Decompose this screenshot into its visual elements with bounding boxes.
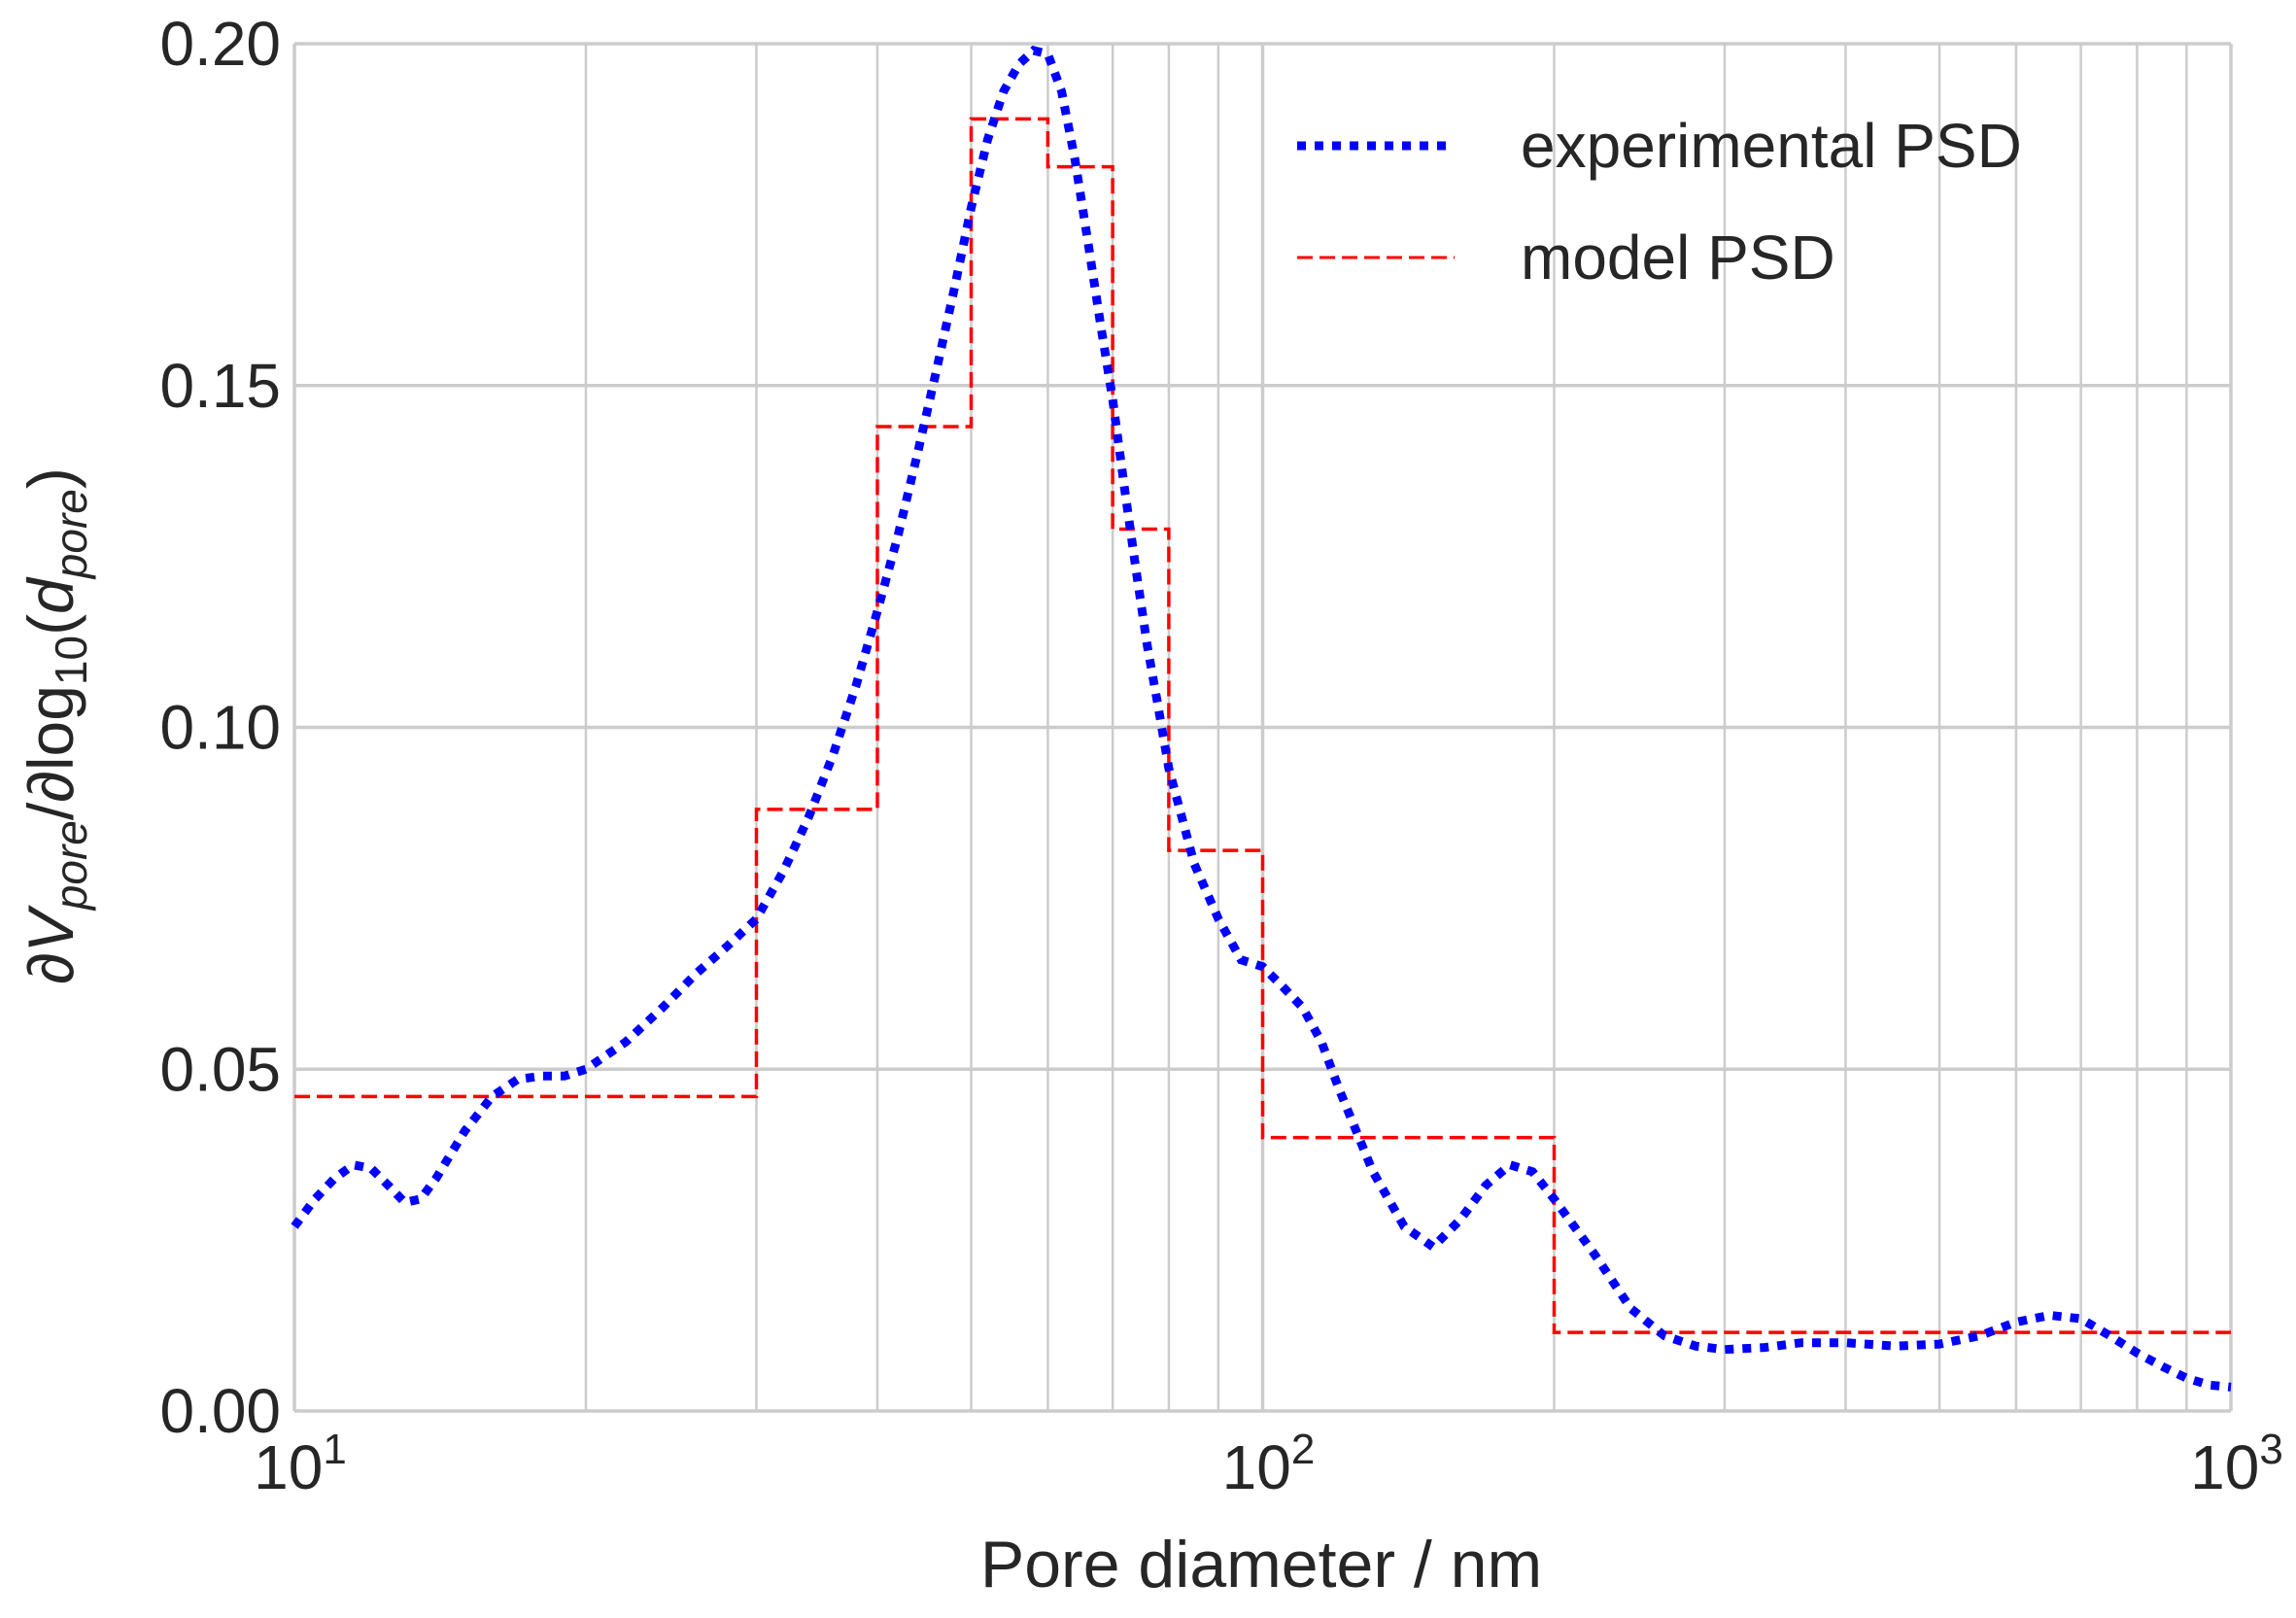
x-tick-base: 10 (254, 1432, 323, 1502)
x-tick-base: 10 (2190, 1432, 2259, 1502)
x-tick-exponent: 1 (323, 1426, 346, 1473)
y-tick-label: 0.00 (159, 1376, 281, 1446)
x-tick-exponent: 3 (2259, 1426, 2282, 1473)
y-tick-label: 0.05 (159, 1034, 281, 1104)
ylabel-pore-subscript-2: pore (46, 489, 96, 580)
ylabel-pore-subscript: pore (46, 820, 96, 912)
experimental-psd-series (291, 46, 2232, 1392)
x-tick-label: 103 (2190, 1426, 2283, 1502)
legend-model-label: model PSD (1521, 223, 1835, 293)
ylabel-ten-subscript: 10 (46, 636, 96, 685)
x-tick-label: 101 (254, 1426, 347, 1502)
x-tick-exponent: 2 (1291, 1426, 1315, 1473)
ylabel-mid: /∂log (15, 685, 86, 820)
major-grid (292, 42, 2233, 1413)
x-tick-base: 10 (1222, 1432, 1291, 1502)
y-tick-label: 0.15 (159, 351, 281, 421)
ylabel-partial: ∂ (15, 952, 86, 984)
y-tick-label: 0.20 (159, 9, 281, 79)
x-tick-labels: 101 102 103 (254, 1426, 2283, 1502)
x-axis-label: Pore diameter / nm (980, 1528, 1542, 1601)
model-psd-series (294, 117, 2231, 1334)
y-axis-label: ∂Vpore/∂log10(dpore) (15, 467, 96, 984)
x-tick-label: 102 (1222, 1426, 1316, 1502)
model-psd-line (294, 117, 2231, 1334)
ylabel-v: V (15, 904, 86, 952)
ylabel-open-paren: ( (15, 614, 86, 636)
ylabel-d: d (15, 576, 86, 614)
legend: experimental PSD model PSD (1297, 111, 2022, 293)
legend-experimental-label: experimental PSD (1521, 111, 2022, 181)
y-tick-labels: 0.00 0.05 0.10 0.15 0.20 (159, 9, 281, 1446)
y-tick-label: 0.10 (159, 693, 281, 763)
ylabel-close-paren: ) (15, 467, 86, 489)
experimental-psd-line (291, 46, 2232, 1392)
